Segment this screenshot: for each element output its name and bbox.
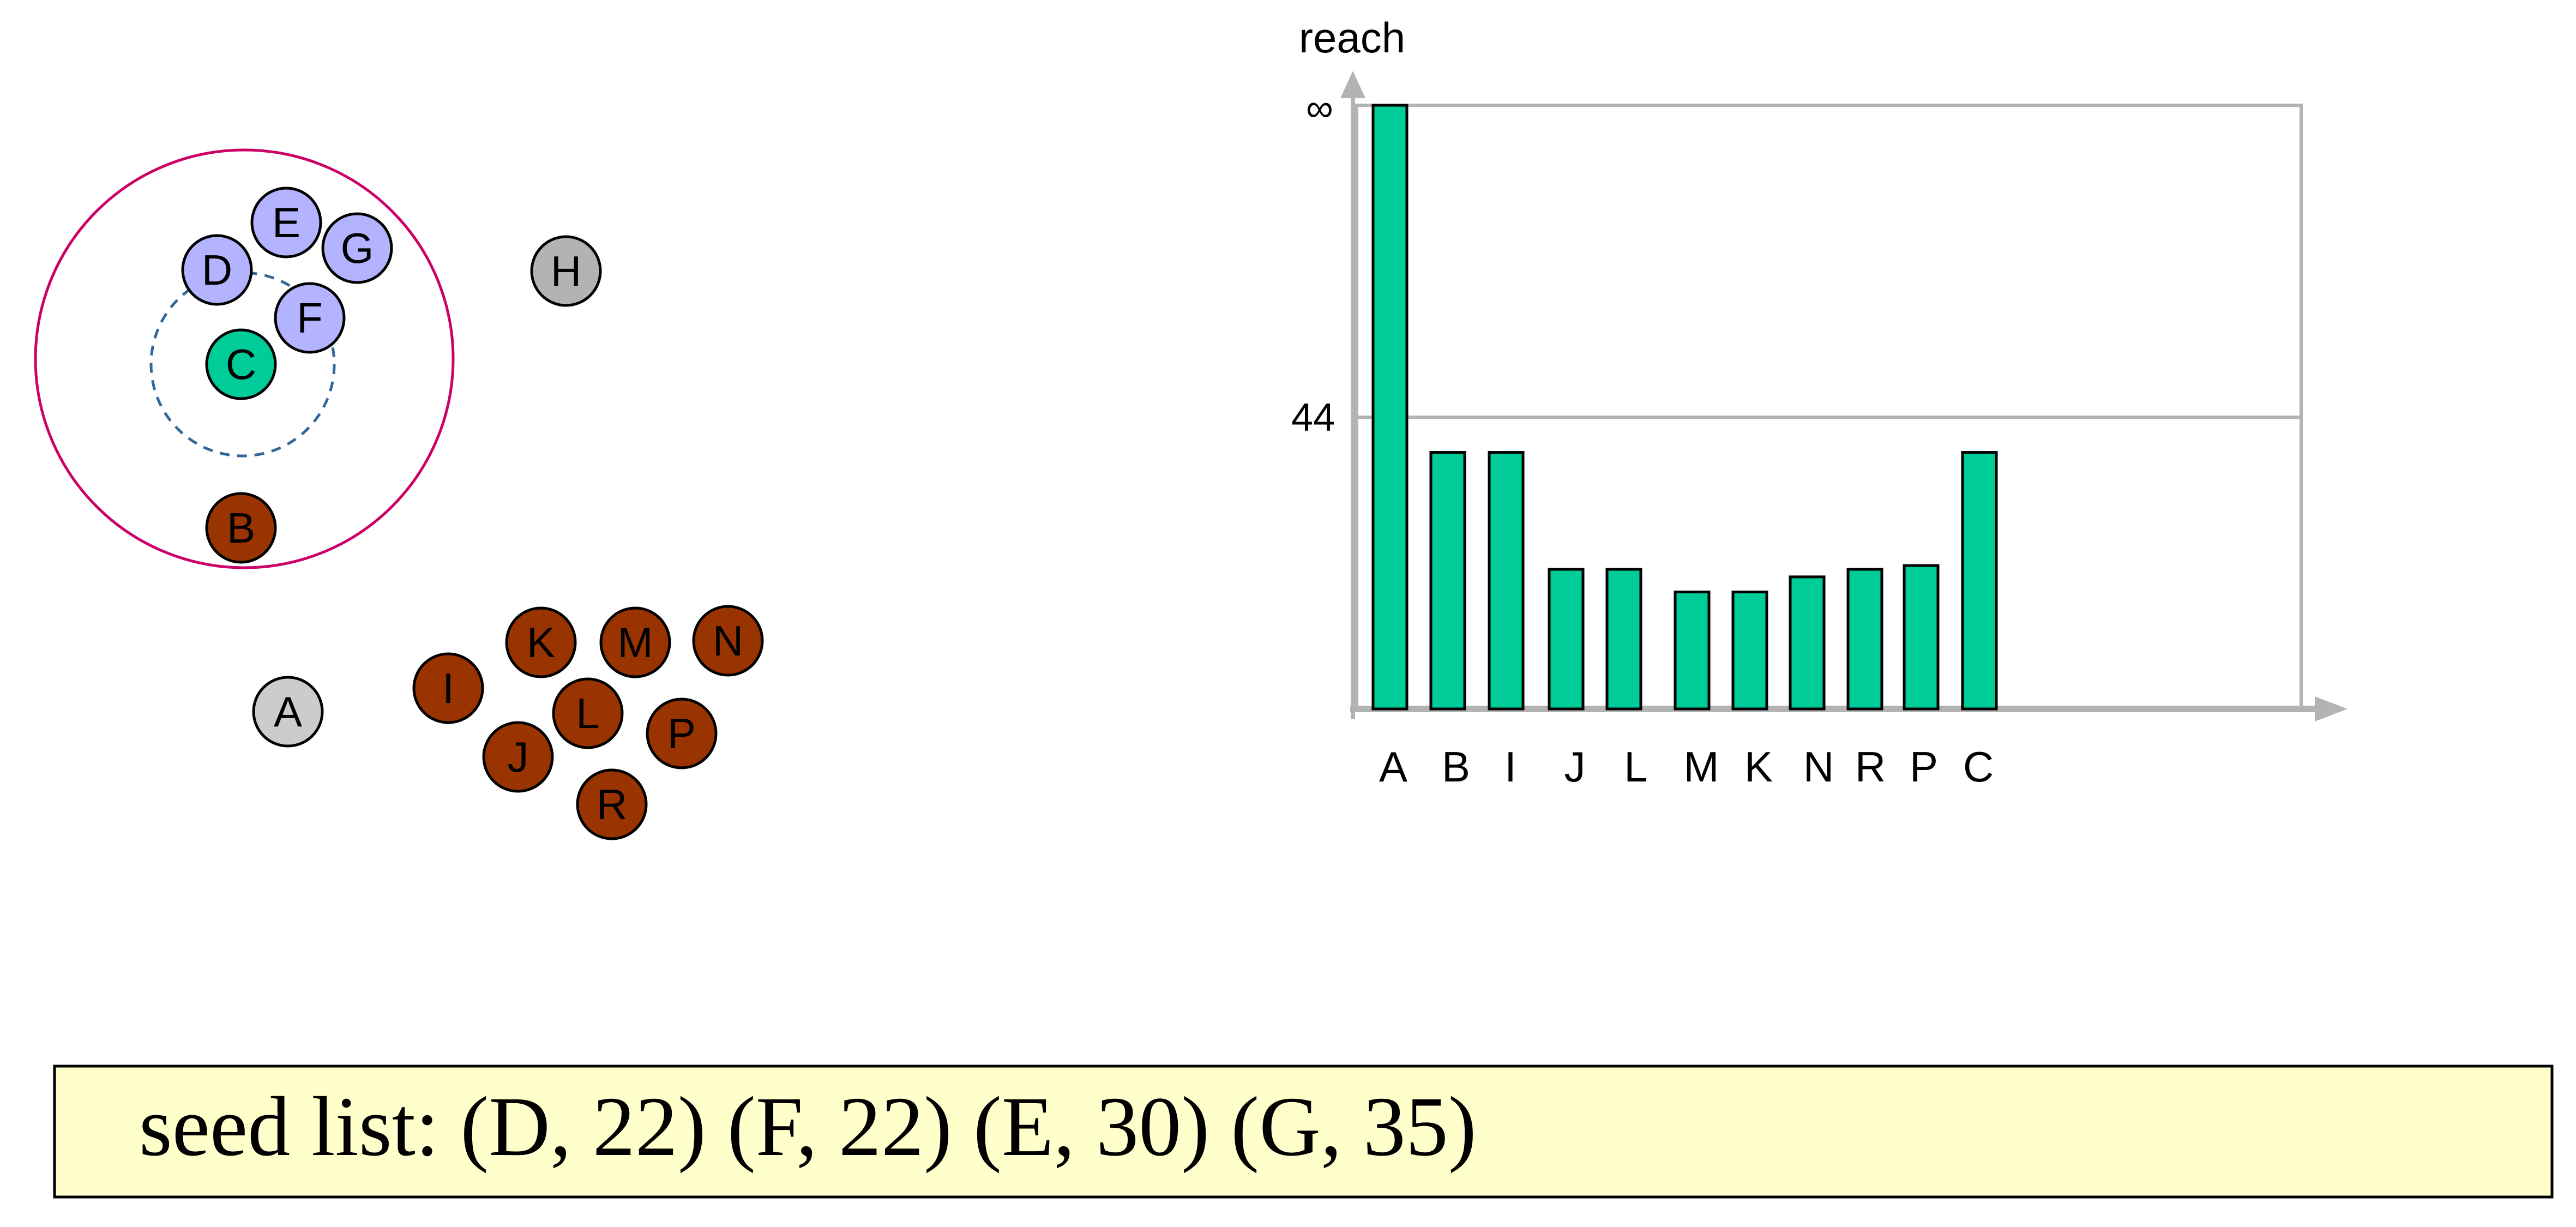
y-tick-44: 44 [1291, 396, 1335, 440]
x-tick-label-m: M [1684, 743, 1719, 791]
point-marker [552, 677, 624, 749]
x-tick-label-c: C [1963, 743, 1994, 791]
bar-j [1548, 568, 1585, 711]
point-label: D [202, 246, 232, 294]
bar-k [1731, 591, 1768, 711]
point-b: B [205, 492, 277, 564]
point-label: N [713, 617, 743, 665]
x-tick-label-k: K [1744, 743, 1773, 791]
x-tick-label-l: L [1624, 743, 1647, 791]
x-tick-label-r: R [1855, 743, 1886, 791]
point-g: G [321, 212, 393, 284]
point-label: B [227, 504, 255, 552]
point-marker [530, 235, 602, 307]
point-label: C [226, 340, 256, 388]
bar-m [1674, 591, 1711, 711]
x-tick-label-n: N [1803, 743, 1834, 791]
seed-list-background [53, 1064, 2554, 1199]
x-tick-label-a: A [1379, 743, 1407, 791]
point-marker [692, 605, 764, 677]
point-e: E [250, 187, 322, 258]
bar-l [1605, 568, 1642, 711]
bar-i [1488, 451, 1525, 711]
point-label: F [297, 294, 323, 342]
point-marker [321, 212, 393, 284]
point-cloud: A B CDE FG H I J KLM NPR [34, 148, 764, 840]
x-axis-arrow [2315, 696, 2348, 721]
bar-a [1371, 104, 1409, 711]
x-tick-label-i: I [1504, 743, 1516, 791]
point-h: H [530, 235, 602, 307]
bar-n [1789, 575, 1826, 711]
point-f: F [274, 282, 346, 354]
point-marker [505, 606, 577, 678]
point-marker [205, 328, 277, 400]
point-marker [482, 721, 554, 793]
point-label: I [442, 664, 454, 712]
point-label: A [274, 688, 302, 736]
point-label: G [341, 224, 374, 272]
point-l: L [552, 677, 624, 749]
point-a: A [252, 676, 324, 748]
point-k: K [505, 606, 577, 678]
point-marker [576, 768, 648, 840]
bar-b [1429, 451, 1466, 711]
bar-p [1903, 564, 1940, 711]
x-tick-label-b: B [1442, 743, 1470, 791]
point-marker [599, 606, 671, 678]
point-j: J [482, 721, 554, 793]
bar-c [1961, 451, 1998, 711]
point-marker [205, 492, 277, 564]
point-marker [646, 697, 718, 769]
point-i: I [412, 652, 484, 724]
seed-list-text: seed list: (D, 22) (F, 22) (E, 30) (G, 3… [139, 1079, 1477, 1174]
point-label: R [597, 780, 627, 828]
x-tick-label-p: P [1910, 743, 1938, 791]
x-tick-label-j: J [1564, 743, 1586, 791]
point-m: M [599, 606, 671, 678]
point-label: P [667, 709, 696, 757]
point-marker [412, 652, 484, 724]
point-label: M [618, 618, 653, 666]
point-d: D [181, 234, 253, 306]
point-marker [274, 282, 346, 354]
bar-r [1846, 568, 1883, 711]
point-label: L [576, 689, 599, 737]
point-r: R [576, 768, 648, 840]
epsilon-neighborhood-circle [34, 148, 455, 569]
point-marker [181, 234, 253, 306]
bars-layer [1371, 104, 1998, 711]
points-layer: A B CDE FG H I J KLM NPR [181, 187, 764, 840]
point-marker [252, 676, 324, 748]
point-n: N [692, 605, 764, 677]
point-label: E [272, 199, 300, 246]
point-c: C [205, 328, 277, 400]
y-axis-label: reach [1299, 14, 1405, 62]
point-p: P [646, 697, 718, 769]
point-label: H [551, 247, 581, 295]
core-distance-circle [149, 271, 336, 458]
y-tick-infinity: ∞ [1306, 87, 1333, 129]
point-label: K [527, 618, 555, 666]
seed-list-box: seed list: (D, 22) (F, 22) (E, 30) (G, 3… [53, 1064, 2554, 1199]
point-marker [250, 187, 322, 258]
point-label: J [508, 733, 529, 781]
y-axis-arrow [1340, 71, 1365, 98]
